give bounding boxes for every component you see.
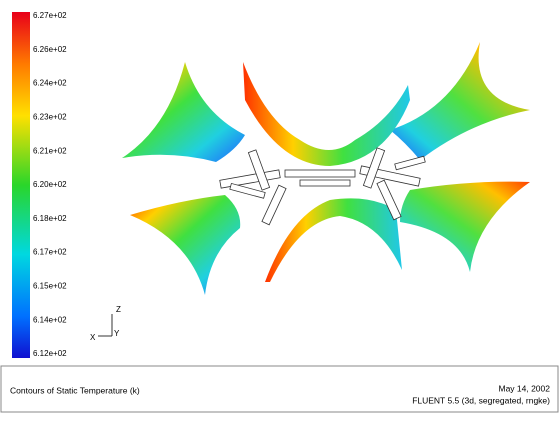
blade [265,198,402,282]
colorbar-label: 6.27e+02 [33,11,67,20]
colorbar-label: 6.20e+02 [33,180,67,189]
colorbar [12,12,30,358]
fluent-window: 6.27e+02 6.26e+02 6.24e+02 6.23e+02 6.21e+02… [0,0,560,416]
colorbar-label: 6.23e+02 [33,113,67,122]
colorbar-label: 6.18e+02 [33,214,67,223]
contour-plot [122,42,530,295]
colorbar-label: 6.21e+02 [33,146,67,155]
triad-y: Y [114,329,120,338]
blade [400,182,530,272]
axes-triad [98,314,112,336]
triad-x: X [90,333,96,342]
footer-solver: FLUENT 5.5 (3d, segregated, rngke) [412,395,550,405]
blade [130,195,240,295]
colorbar-label: 6.14e+02 [33,315,67,324]
colorbar-label: 6.24e+02 [33,79,67,88]
blade [122,62,245,162]
colorbar-label: 6.15e+02 [33,282,67,291]
footer-date: May 14, 2002 [498,383,550,393]
footer-title: Contours of Static Temperature (k) [10,385,140,395]
blade [390,42,530,160]
colorbar-label: 6.26e+02 [33,45,67,54]
colorbar-labels: 6.27e+02 6.26e+02 6.24e+02 6.23e+02 6.21e+02… [33,11,67,358]
triad-z: Z [116,305,121,314]
colorbar-label: 6.12e+02 [33,349,67,358]
colorbar-label: 6.17e+02 [33,248,67,257]
